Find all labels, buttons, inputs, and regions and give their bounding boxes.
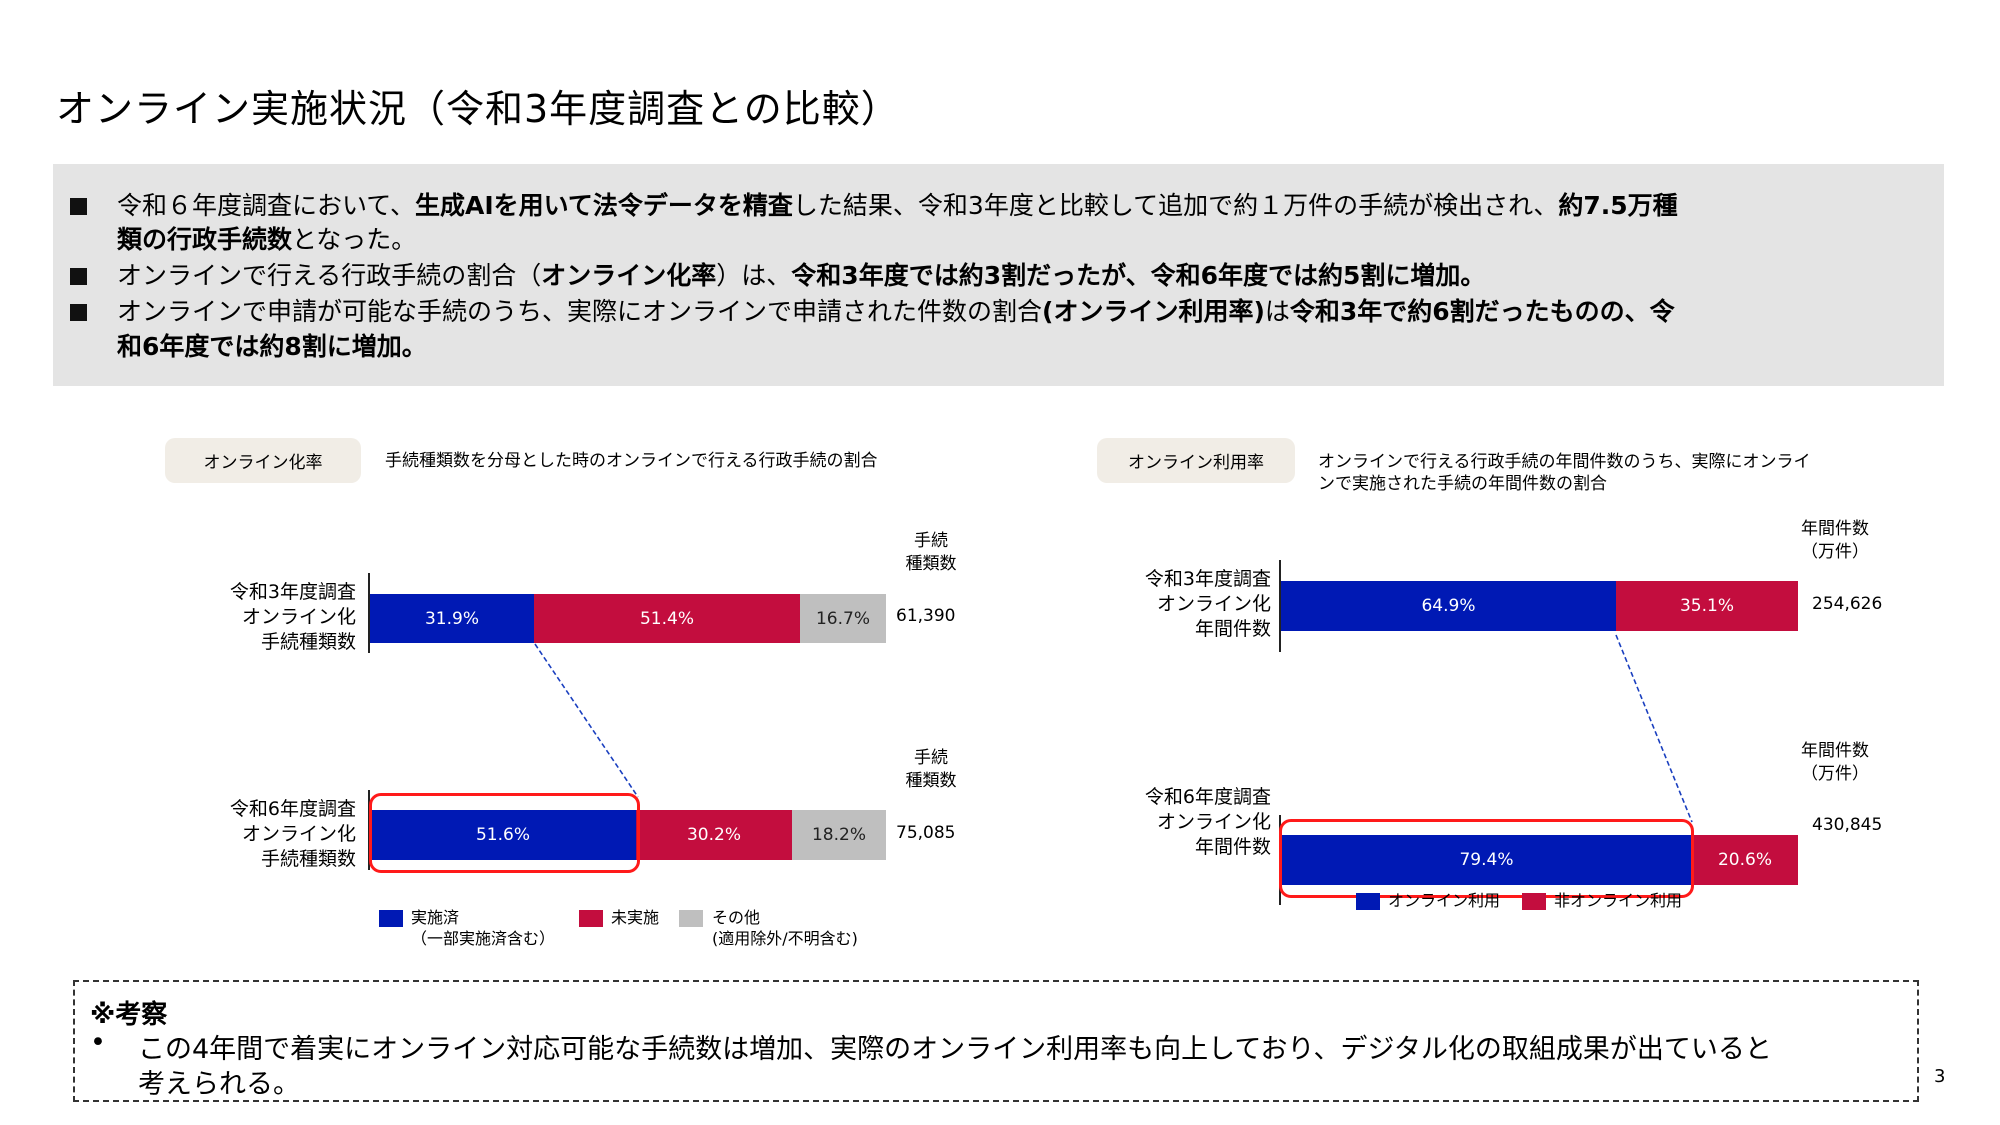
bar-total: 430,845 — [1812, 815, 1883, 835]
unit-label: 年間件数 （万件） — [1801, 519, 1869, 562]
summary-line: オンラインで申請が可能な手続のうち、実際にオンラインで申請された件数の割合(オン… — [117, 297, 1675, 326]
bar-segment-other: 18.2% — [792, 810, 886, 860]
bar-segment-implemented: 51.6% — [370, 810, 636, 860]
legend-label: オンライン利用 — [1388, 891, 1501, 910]
connector-line — [534, 643, 639, 798]
bar-total: 75,085 — [896, 823, 956, 843]
bar-segment-implemented: 31.9% — [370, 594, 534, 643]
axis-line — [1279, 560, 1281, 652]
stacked-bar: 31.9% 51.4% 16.7% — [370, 594, 886, 643]
bar-segment-non-online: 20.6% — [1692, 835, 1798, 885]
bar-segment-non-online: 35.1% — [1616, 581, 1798, 631]
conclusion-line: 考えられる。 — [138, 1069, 300, 1100]
online-rate-pill: オンライン化率 — [165, 438, 361, 483]
stacked-bar: 64.9% 35.1% — [1281, 581, 1798, 631]
unit-label: 年間件数 （万件） — [1801, 741, 1869, 784]
legend-label: 未実施 — [611, 908, 660, 927]
legend-label: その他 (適用除外/不明含む) — [712, 908, 858, 948]
connector-line — [1615, 634, 1693, 823]
page-number: 3 — [1934, 1066, 1946, 1087]
row-label: 令和6年度調査 オンライン化 手続種類数 — [229, 798, 356, 870]
bar-segment-online: 79.4% — [1281, 835, 1692, 885]
summary-line: 令和６年度調査において、生成AIを用いて法令データを精査した結果、令和3年度と比… — [117, 191, 1678, 220]
bar-segment-online: 64.9% — [1281, 581, 1616, 631]
highlight-box — [369, 793, 640, 873]
bar-segment-other: 16.7% — [800, 594, 886, 643]
stacked-bar: 79.4% 20.6% — [1281, 835, 1798, 885]
bar-total: 61,390 — [896, 606, 956, 626]
bullet-dot-icon: • — [90, 1027, 106, 1058]
page-title: オンライン実施状況（令和3年度調査との比較） — [56, 87, 900, 131]
summary-box: 令和６年度調査において、生成AIを用いて法令データを精査した結果、令和3年度と比… — [53, 164, 1944, 386]
conclusion-line: この4年間で着実にオンライン対応可能な手続数は増加、実際のオンライン利用率も向上… — [138, 1034, 1772, 1065]
summary-line: オンラインで行える行政手続の割合（オンライン化率）は、令和3年度では約3割だった… — [117, 261, 1486, 290]
summary-line: 類の行政手続数となった。 — [117, 225, 417, 254]
summary-line: 和6年度では約8割に増加。 — [117, 332, 427, 361]
stacked-bar: 51.6% 30.2% 18.2% — [370, 810, 886, 860]
conclusion-box — [73, 980, 1919, 1102]
square-bullet-icon — [70, 268, 87, 285]
conclusion-heading: ※考察 — [90, 1000, 168, 1030]
row-label: 令和3年度調査 オンライン化 手続種類数 — [229, 581, 356, 653]
bar-segment-not-implemented: 30.2% — [636, 810, 792, 860]
legend-swatch-implemented — [379, 910, 403, 927]
online-rate-description: 手続種類数を分母とした時のオンラインで行える行政手続の割合 — [385, 451, 878, 471]
row-label: 令和3年度調査 オンライン化 年間件数 — [1144, 568, 1271, 640]
legend-label: 非オンライン利用 — [1554, 891, 1683, 910]
legend-swatch-non-online — [1522, 893, 1546, 910]
square-bullet-icon — [70, 304, 87, 321]
bar-total: 254,626 — [1812, 594, 1883, 614]
unit-label: 手続 種類数 — [905, 748, 957, 791]
row-label: 令和6年度調査 オンライン化 年間件数 — [1144, 786, 1271, 858]
legend-swatch-not-implemented — [579, 910, 603, 927]
axis-line — [368, 573, 370, 653]
unit-label: 手続 種類数 — [905, 531, 957, 574]
bar-segment-not-implemented: 51.4% — [534, 594, 800, 643]
online-usage-rate-description: オンラインで行える行政手続の年間件数のうち、実際にオンライ ンで実施された手続の… — [1318, 452, 1811, 494]
highlight-box — [1279, 819, 1694, 898]
legend-swatch-other — [679, 910, 703, 927]
online-usage-rate-pill: オンライン利用率 — [1097, 438, 1295, 483]
legend-swatch-online — [1356, 893, 1380, 910]
square-bullet-icon — [70, 198, 87, 215]
legend-label: 実施済 （一部実施済含む） — [411, 908, 556, 948]
